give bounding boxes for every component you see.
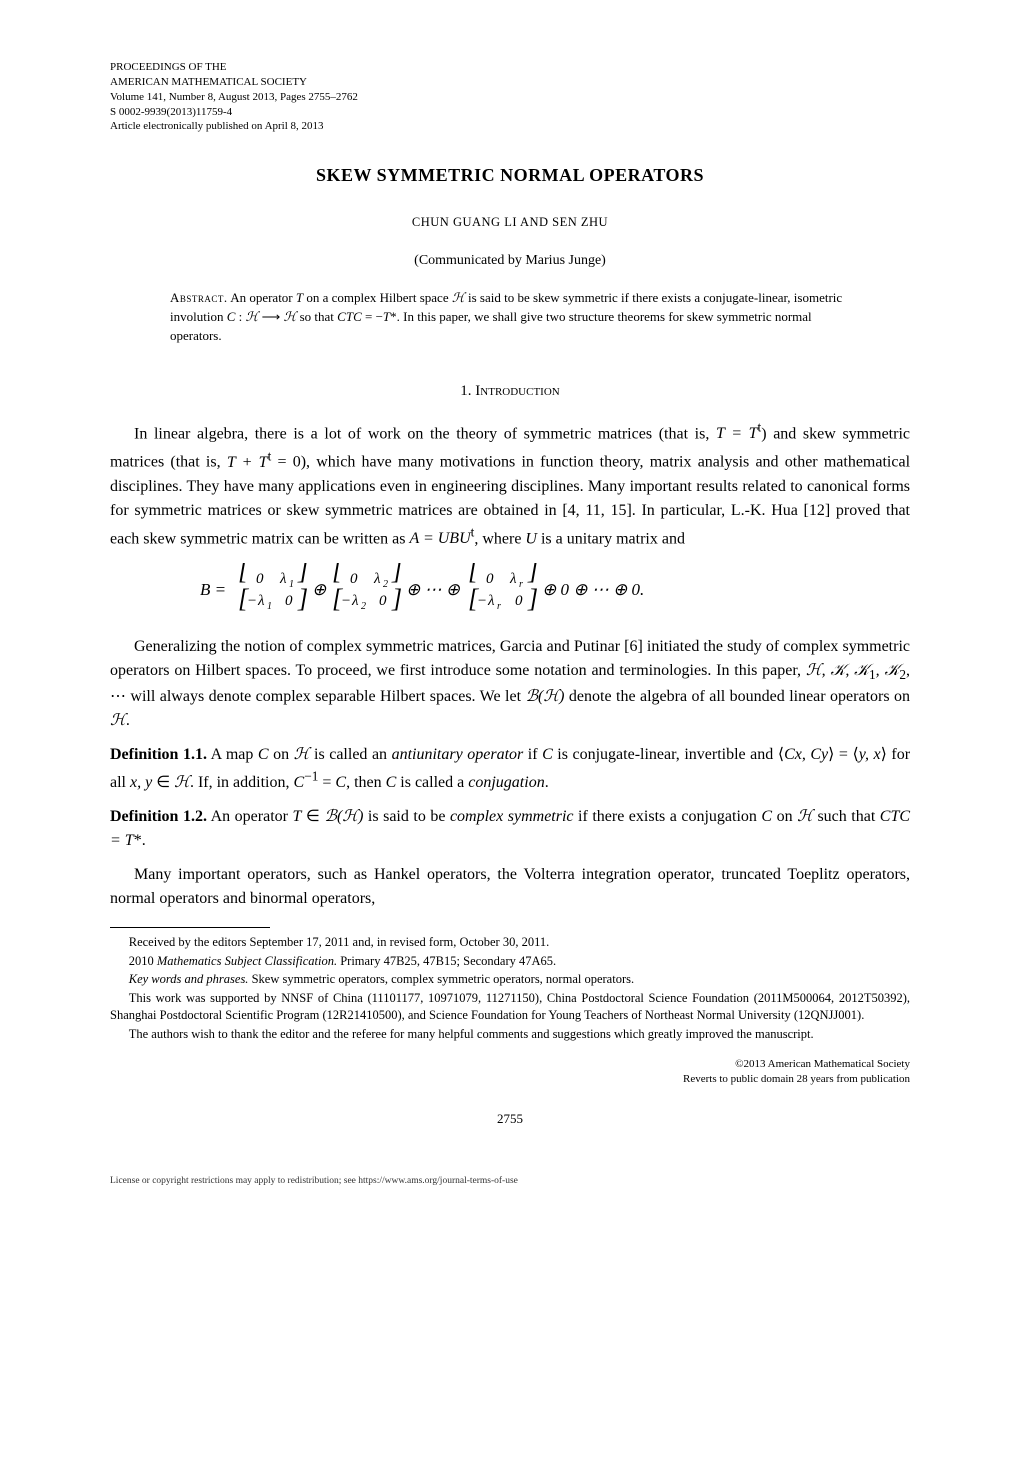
svg-text:0: 0 — [379, 593, 387, 609]
license-notice: License or copyright restrictions may ap… — [110, 1174, 910, 1188]
svg-text:]: ] — [391, 584, 402, 613]
copyright-line1: ©2013 American Mathematical Society — [110, 1057, 910, 1072]
svg-text:0: 0 — [350, 571, 358, 587]
communicated-by: (Communicated by Marius Junge) — [110, 250, 910, 271]
footnote-received: Received by the editors September 17, 20… — [110, 934, 910, 952]
para-2: Generalizing the notion of complex symme… — [110, 635, 910, 733]
svg-text:−: − — [477, 593, 487, 609]
svg-text:⊕: ⊕ — [312, 580, 327, 599]
footnote-separator — [110, 927, 270, 928]
svg-text:⊕ 0 ⊕ ⋯ ⊕ 0.: ⊕ 0 ⊕ ⋯ ⊕ 0. — [542, 580, 644, 599]
footnote-thanks: The authors wish to thank the editor and… — [110, 1026, 910, 1044]
copyright: ©2013 American Mathematical Society Reve… — [110, 1057, 910, 1087]
header-line1: PROCEEDINGS OF THE — [110, 60, 910, 75]
para-3-wrap: Many important operators, such as Hankel… — [110, 863, 910, 911]
definition-1-2-text: An operator T ∈ ℬ(ℋ) is said to be compl… — [110, 808, 910, 849]
definition-1-1: Definition 1.1. A map C on ℋ is called a… — [110, 743, 910, 795]
abstract: Abstract. An operator T on a complex Hil… — [170, 289, 850, 346]
svg-text:1: 1 — [289, 579, 294, 590]
svg-text:[: [ — [332, 563, 344, 585]
svg-text:]: ] — [297, 584, 308, 613]
abstract-text: An operator T on a complex Hilbert space… — [170, 290, 842, 343]
svg-text:B =: B = — [200, 580, 226, 599]
paper-title: SKEW SYMMETRIC NORMAL OPERATORS — [110, 162, 910, 189]
header-line2: AMERICAN MATHEMATICAL SOCIETY — [110, 75, 910, 90]
copyright-line2: Reverts to public domain 28 years from p… — [110, 1072, 910, 1087]
header-line3: Volume 141, Number 8, August 2013, Pages… — [110, 90, 910, 105]
svg-text:λ: λ — [373, 571, 381, 587]
svg-text:⊕ ⋯ ⊕: ⊕ ⋯ ⊕ — [406, 580, 461, 599]
abstract-label: Abstract. — [170, 290, 228, 305]
svg-text:]: ] — [297, 563, 308, 585]
footnote-funding: This work was supported by NNSF of China… — [110, 990, 910, 1025]
svg-text:]: ] — [527, 563, 538, 585]
svg-text:0: 0 — [486, 571, 494, 587]
definition-1-1-label: Definition 1.1. — [110, 746, 207, 763]
svg-text:2: 2 — [361, 601, 366, 612]
definition-1-2-label: Definition 1.2. — [110, 808, 207, 825]
header-line5: Article electronically published on Apri… — [110, 119, 910, 134]
svg-text:[: [ — [238, 563, 250, 585]
page-number: 2755 — [110, 1109, 910, 1129]
svg-text:0: 0 — [515, 593, 523, 609]
footnote-keywords: Key words and phrases. Skew symmetric op… — [110, 971, 910, 989]
svg-text:λ: λ — [509, 571, 517, 587]
svg-text:0: 0 — [285, 593, 293, 609]
section-1-body: In linear algebra, there is a lot of wor… — [110, 418, 910, 733]
svg-text:λ: λ — [257, 593, 265, 609]
svg-text:λ: λ — [487, 593, 495, 609]
svg-text:λ: λ — [279, 571, 287, 587]
footnote-msc: 2010 Mathematics Subject Classification.… — [110, 953, 910, 971]
footnotes: Received by the editors September 17, 20… — [110, 934, 910, 1043]
definition-1-2: Definition 1.2. An operator T ∈ ℬ(ℋ) is … — [110, 805, 910, 853]
svg-text:]: ] — [391, 563, 402, 585]
equation-1: B = [ [ 0 λ1 −λ1 0 ] ] ⊕ [ [ 0 λ2 −λ2 0 … — [110, 563, 910, 623]
authors: CHUN GUANG LI AND SEN ZHU — [110, 213, 910, 232]
svg-text:−: − — [341, 593, 351, 609]
section-1-title: 1. Introduction — [110, 380, 910, 403]
definition-1-1-text: A map C on ℋ is called an antiunitary op… — [110, 746, 910, 791]
equation-svg: B = [ [ 0 λ1 −λ1 0 ] ] ⊕ [ [ 0 λ2 −λ2 0 … — [200, 563, 820, 615]
svg-text:2: 2 — [383, 579, 388, 590]
para-1: In linear algebra, there is a lot of wor… — [110, 418, 910, 551]
header-line4: S 0002-9939(2013)11759-4 — [110, 105, 910, 120]
svg-text:λ: λ — [351, 593, 359, 609]
svg-text:0: 0 — [256, 571, 264, 587]
svg-text:1: 1 — [267, 601, 272, 612]
journal-header: PROCEEDINGS OF THE AMERICAN MATHEMATICAL… — [110, 60, 910, 134]
svg-text:r: r — [497, 601, 501, 612]
svg-text:]: ] — [527, 584, 538, 613]
svg-text:[: [ — [468, 563, 480, 585]
para-3: Many important operators, such as Hankel… — [110, 863, 910, 911]
svg-text:r: r — [519, 579, 523, 590]
svg-text:−: − — [247, 593, 257, 609]
